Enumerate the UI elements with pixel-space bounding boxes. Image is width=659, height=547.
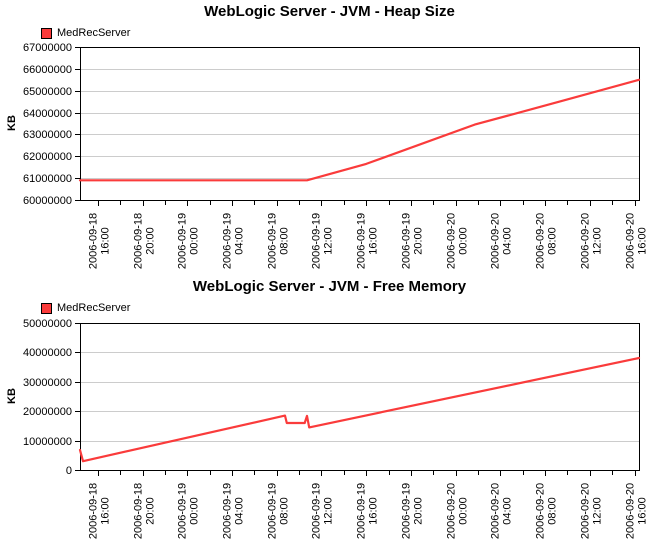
free-memory-plot: 0 10000000 20000000 30000000 40000000 5000000… bbox=[23, 318, 649, 539]
x-tick-label: 2006-09-1916:00 bbox=[356, 483, 380, 539]
y-tick-label: 0 bbox=[66, 465, 72, 477]
x-tick-label: 2006-09-2008:00 bbox=[535, 213, 559, 269]
y-tick-label: 64000000 bbox=[23, 108, 72, 120]
x-tick-label: 2006-09-1900:00 bbox=[177, 213, 201, 269]
legend-color-swatch bbox=[41, 27, 52, 39]
series-line bbox=[78, 78, 641, 182]
y-tick-label: 61000000 bbox=[23, 173, 72, 185]
x-tick-label: 2006-09-2012:00 bbox=[580, 483, 604, 539]
x-tick-label: 2006-09-1912:00 bbox=[311, 213, 335, 269]
x-tick-label: 2006-09-1820:00 bbox=[133, 213, 157, 269]
x-tick-label: 2006-09-2016:00 bbox=[625, 483, 649, 539]
x-tick-label: 2006-09-1820:00 bbox=[133, 483, 157, 539]
x-tick-label: 2006-09-1908:00 bbox=[267, 483, 291, 539]
y-axis-label: KB bbox=[6, 388, 18, 404]
x-tick-label: 2006-09-1904:00 bbox=[222, 483, 246, 539]
x-tick-label: 2006-09-2004:00 bbox=[490, 483, 514, 539]
plot-border bbox=[80, 47, 640, 201]
y-tick-label: 20000000 bbox=[23, 406, 72, 418]
x-tick-label: 2006-09-1916:00 bbox=[356, 213, 380, 269]
y-tick-label: 40000000 bbox=[23, 347, 72, 359]
legend-series-label: MedRecServer bbox=[57, 26, 131, 39]
y-tick-label: 66000000 bbox=[23, 64, 72, 76]
chart-title: WebLogic Server - JVM - Heap Size bbox=[204, 3, 455, 20]
x-tick-label: 2006-09-2004:00 bbox=[490, 213, 514, 269]
x-tick-label: 2006-09-2012:00 bbox=[580, 213, 604, 269]
legend-color-swatch bbox=[41, 302, 52, 314]
x-tick-label: 2006-09-2000:00 bbox=[446, 483, 470, 539]
x-tick-label: 2006-09-1816:00 bbox=[88, 483, 112, 539]
legend: MedRecServer bbox=[41, 27, 130, 39]
heap-size-plot: 60000000 61000000 62000000 63000000 64000000… bbox=[23, 42, 649, 269]
y-tick-label: 50000000 bbox=[23, 318, 72, 330]
legend-series-label: MedRecServer bbox=[57, 301, 131, 314]
x-tick-label: 2006-09-1900:00 bbox=[177, 483, 201, 539]
y-tick-label: 10000000 bbox=[23, 436, 72, 448]
y-tick-label: 63000000 bbox=[23, 129, 72, 141]
y-tick-label: 60000000 bbox=[23, 195, 72, 207]
legend: MedRecServer bbox=[41, 302, 130, 314]
plot-border bbox=[80, 323, 640, 471]
y-axis-label: KB bbox=[6, 115, 18, 131]
x-tick-label: 2006-09-1904:00 bbox=[222, 213, 246, 269]
y-tick-label: 30000000 bbox=[23, 377, 72, 389]
x-tick-label: 2006-09-2016:00 bbox=[625, 213, 649, 269]
x-tick-label: 2006-09-2000:00 bbox=[446, 213, 470, 269]
x-tick-label: 2006-09-1912:00 bbox=[311, 483, 335, 539]
y-tick-label: 67000000 bbox=[23, 42, 72, 54]
series-line bbox=[78, 356, 641, 463]
x-tick-label: 2006-09-1920:00 bbox=[401, 213, 425, 269]
heap-size-chart: 60000000 61000000 62000000 63000000 64000000… bbox=[6, 3, 649, 269]
x-tick-label: 2006-09-1920:00 bbox=[401, 483, 425, 539]
y-tick-label: 62000000 bbox=[23, 151, 72, 163]
y-tick-label: 65000000 bbox=[23, 86, 72, 98]
x-tick-label: 2006-09-1816:00 bbox=[88, 213, 112, 269]
x-tick-label: 2006-09-2008:00 bbox=[535, 483, 559, 539]
chart-title: WebLogic Server - JVM - Free Memory bbox=[192, 278, 467, 295]
free-memory-chart: 0 10000000 20000000 30000000 40000000 5000000… bbox=[0, 275, 659, 547]
x-tick-label: 2006-09-1908:00 bbox=[267, 213, 291, 269]
